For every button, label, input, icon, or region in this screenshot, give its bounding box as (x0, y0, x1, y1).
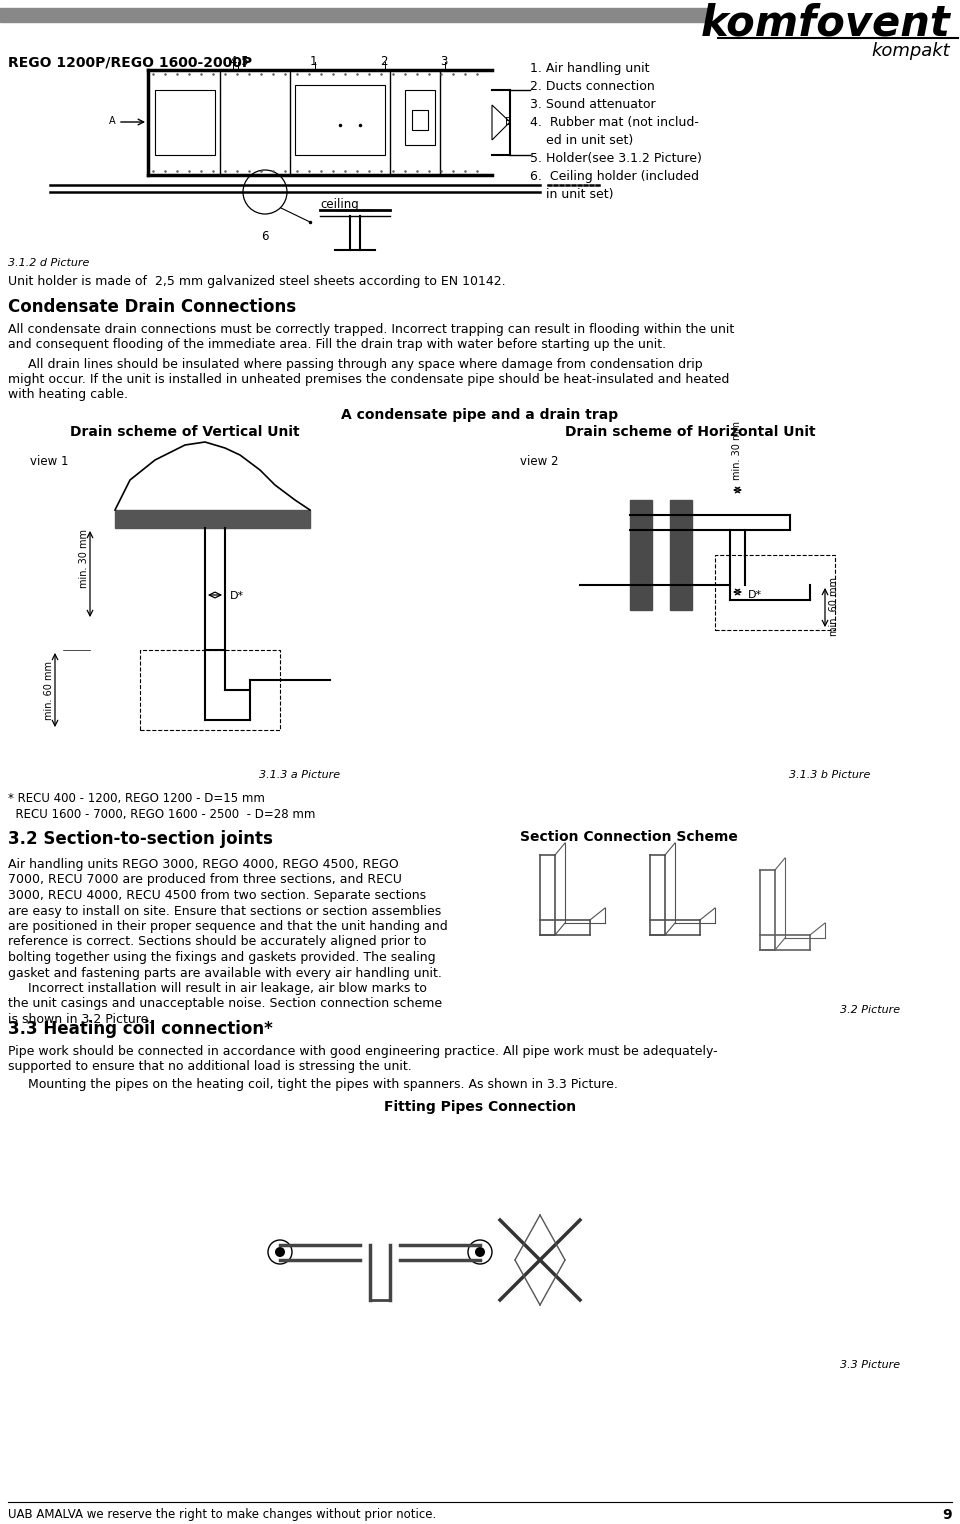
Text: 3: 3 (440, 55, 447, 69)
Text: min. 30 mm: min. 30 mm (79, 529, 89, 587)
Text: Section Connection Scheme: Section Connection Scheme (520, 831, 738, 844)
Text: RECU 1600 - 7000, REGO 1600 - 2500  - D=28 mm: RECU 1600 - 7000, REGO 1600 - 2500 - D=2… (8, 808, 316, 821)
Text: 1. Air handling unit: 1. Air handling unit (530, 62, 650, 75)
Text: UAB AMALVA we reserve the right to make changes without prior notice.: UAB AMALVA we reserve the right to make … (8, 1509, 436, 1521)
Text: komfovent: komfovent (700, 2, 950, 44)
Text: kompakt: kompakt (872, 43, 950, 59)
Text: 3.1.3 a Picture: 3.1.3 a Picture (259, 770, 341, 780)
Text: D*: D* (748, 590, 762, 600)
Text: 3000, RECU 4000, RECU 4500 from two section. Separate sections: 3000, RECU 4000, RECU 4500 from two sect… (8, 888, 426, 902)
Text: 4 5: 4 5 (230, 55, 249, 69)
Text: Mounting the pipes on the heating coil, tight the pipes with spanners. As shown : Mounting the pipes on the heating coil, … (8, 1077, 618, 1091)
Text: min. 60 mm: min. 60 mm (829, 578, 839, 637)
Text: Pipe work should be connected in accordance with good engineering practice. All : Pipe work should be connected in accorda… (8, 1045, 718, 1058)
Text: Incorrect installation will result in air leakage, air blow marks to: Incorrect installation will result in ai… (8, 981, 427, 995)
Text: min. 30 mm: min. 30 mm (732, 421, 742, 480)
Bar (405, 90, 435, 145)
Text: REGO 1200P/REGO 1600-2000P: REGO 1200P/REGO 1600-2000P (8, 55, 252, 69)
Text: 6: 6 (261, 230, 269, 242)
Text: Drain scheme of Horizontal Unit: Drain scheme of Horizontal Unit (564, 425, 815, 439)
Text: bolting together using the fixings and gaskets provided. The sealing: bolting together using the fixings and g… (8, 951, 436, 965)
Polygon shape (492, 105, 510, 140)
Bar (140, 651, 280, 730)
Text: is shown in 3.2 Picture.: is shown in 3.2 Picture. (8, 1013, 153, 1026)
Text: are positioned in their proper sequence and that the unit handing and: are positioned in their proper sequence … (8, 920, 447, 933)
Text: 4.  Rubber mat (not includ-: 4. Rubber mat (not includ- (530, 116, 699, 130)
Text: 3.3 Picture: 3.3 Picture (840, 1359, 900, 1370)
Bar (412, 110, 428, 130)
Text: ed in unit set): ed in unit set) (530, 134, 634, 146)
Bar (715, 555, 835, 629)
Text: Air handling units REGO 3000, REGO 4000, REGO 4500, REGO: Air handling units REGO 3000, REGO 4000,… (8, 858, 398, 872)
Text: 2: 2 (380, 55, 388, 69)
Text: Unit holder is made of  2,5 mm galvanized steel sheets according to EN 10142.: Unit holder is made of 2,5 mm galvanized… (8, 274, 506, 288)
Text: Condensate Drain Connections: Condensate Drain Connections (8, 299, 296, 315)
Text: the unit casings and unacceptable noise. Section connection scheme: the unit casings and unacceptable noise.… (8, 998, 443, 1010)
Text: All condensate drain connections must be correctly trapped. Incorrect trapping c: All condensate drain connections must be… (8, 323, 734, 335)
Text: A condensate pipe and a drain trap: A condensate pipe and a drain trap (342, 408, 618, 422)
Bar (670, 500, 692, 610)
Text: 3.3 Heating coil connection*: 3.3 Heating coil connection* (8, 1020, 273, 1038)
Text: 3.1.3 b Picture: 3.1.3 b Picture (789, 770, 871, 780)
Bar (115, 511, 310, 527)
Text: * RECU 400 - 1200, REGO 1200 - D=15 mm: * RECU 400 - 1200, REGO 1200 - D=15 mm (8, 792, 265, 805)
Text: gasket and fastening parts are available with every air handling unit.: gasket and fastening parts are available… (8, 966, 442, 980)
Text: 3.2 Section-to-section joints: 3.2 Section-to-section joints (8, 831, 273, 847)
Text: 3.2 Picture: 3.2 Picture (840, 1004, 900, 1015)
Text: 3.1.2 d Picture: 3.1.2 d Picture (8, 258, 89, 268)
Text: 9: 9 (943, 1509, 952, 1522)
Bar (630, 500, 652, 610)
Text: 5. Holder(see 3.1.2 Picture): 5. Holder(see 3.1.2 Picture) (530, 152, 702, 165)
Text: 6.  Ceiling holder (included: 6. Ceiling holder (included (530, 171, 699, 183)
Circle shape (275, 1247, 285, 1257)
Text: reference is correct. Sections should be accurately aligned prior to: reference is correct. Sections should be… (8, 936, 426, 948)
Bar (155, 90, 215, 155)
Text: in unit set): in unit set) (530, 187, 613, 201)
Text: 3. Sound attenuator: 3. Sound attenuator (530, 98, 656, 111)
Text: 1: 1 (310, 55, 318, 69)
Text: supported to ensure that no additional load is stressing the unit.: supported to ensure that no additional l… (8, 1061, 412, 1073)
Text: Drain scheme of Vertical Unit: Drain scheme of Vertical Unit (70, 425, 300, 439)
Text: with heating cable.: with heating cable. (8, 389, 128, 401)
Text: A: A (108, 116, 115, 126)
Circle shape (475, 1247, 485, 1257)
Text: 2. Ducts connection: 2. Ducts connection (530, 79, 655, 93)
Text: Fitting Pipes Connection: Fitting Pipes Connection (384, 1100, 576, 1114)
Text: and consequent flooding of the immediate area. Fill the drain trap with water be: and consequent flooding of the immediate… (8, 338, 666, 351)
Bar (295, 85, 385, 155)
Text: ceiling: ceiling (321, 198, 359, 210)
Text: B: B (505, 117, 512, 126)
Text: might occur. If the unit is installed in unheated premises the condensate pipe s: might occur. If the unit is installed in… (8, 373, 730, 386)
Text: All drain lines should be insulated where passing through any space where damage: All drain lines should be insulated wher… (8, 358, 703, 370)
Text: are easy to install on site. Ensure that sections or section assemblies: are easy to install on site. Ensure that… (8, 905, 442, 917)
Bar (0, 8, 710, 21)
Text: view 1: view 1 (30, 456, 68, 468)
Text: D*: D* (230, 591, 244, 600)
Text: 7000, RECU 7000 are produced from three sections, and RECU: 7000, RECU 7000 are produced from three … (8, 873, 402, 887)
Text: view 2: view 2 (520, 456, 559, 468)
Text: min. 60 mm: min. 60 mm (44, 660, 54, 719)
